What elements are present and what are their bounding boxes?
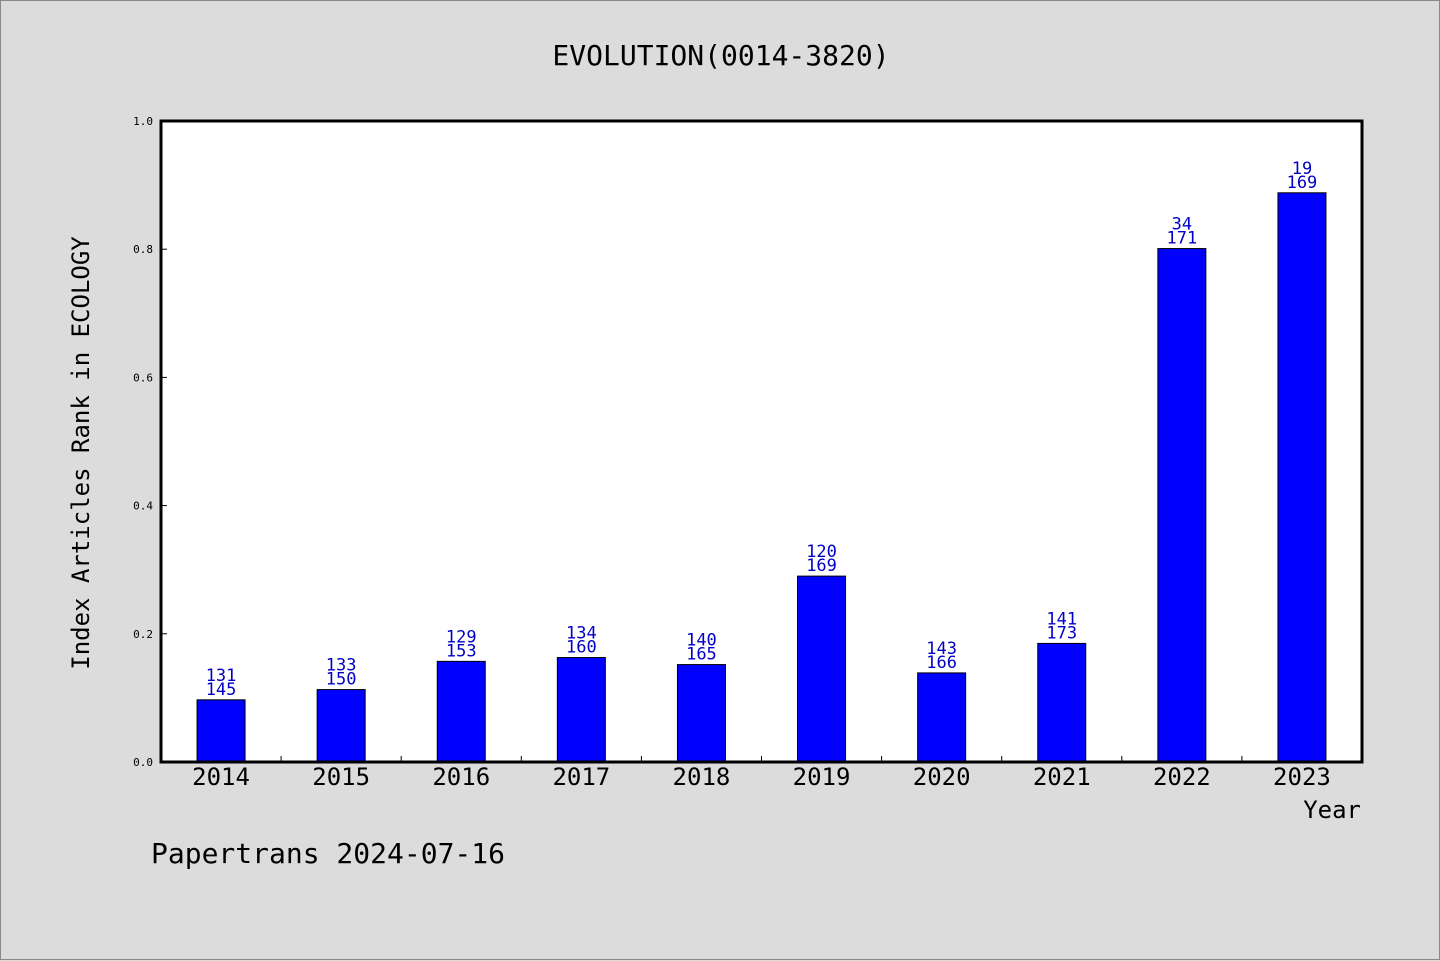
bar-2020 [917,672,967,763]
data-label-top: 129 [446,627,477,647]
data-label-bottom: 150 [326,670,357,690]
y-tick-label: 0.6 [133,371,153,384]
footer-text: Papertrans 2024-07-16 [151,837,505,870]
x-tick-label: 2018 [673,763,731,791]
data-label-top: 34 [1172,215,1192,235]
bar-2017 [556,657,606,763]
data-label-bottom: 166 [926,653,957,673]
y-tick-label: 0.4 [133,500,153,513]
y-tick-label: 0.8 [133,243,153,256]
y-tick-label: 0.0 [133,756,153,769]
plot-border [159,119,1364,764]
data-label-top: 133 [326,656,357,676]
data-label-bottom: 160 [566,638,597,658]
data-label-bottom: 153 [446,641,477,661]
data-label-top: 19 [1292,159,1312,179]
bar-2023 [1277,192,1327,763]
x-tick-label: 2020 [913,763,971,791]
x-tick-label: 2016 [432,763,490,791]
bar-2022 [1157,248,1207,763]
data-label-bottom: 145 [206,680,237,700]
data-label-top: 143 [926,639,957,659]
bar-2014 [196,699,246,763]
data-label-top: 131 [206,666,237,686]
data-label-bottom: 171 [1166,229,1197,249]
y-axis-label: Index Articles Rank in ECOLOGY [67,236,95,670]
chart-title: EVOLUTION(0014-3820) [552,39,889,72]
data-label-top: 140 [686,631,717,651]
bar-2021 [1037,642,1087,763]
bar-2016 [436,660,486,763]
data-label-bottom: 165 [686,645,717,665]
bar-2018 [676,664,726,763]
x-tick-label: 2017 [552,763,610,791]
x-tick-label: 2015 [312,763,370,791]
y-tick-label: 1.0 [133,115,153,128]
x-tick-label: 2014 [192,763,250,791]
data-label-bottom: 169 [806,556,837,576]
bar-2019 [797,575,847,763]
data-label-bottom: 169 [1287,173,1318,193]
data-label-top: 134 [566,624,597,644]
x-tick-label: 2022 [1153,763,1211,791]
data-label-bottom: 173 [1046,623,1077,643]
bar-2015 [316,689,366,763]
x-tick-label: 2023 [1273,763,1331,791]
data-label-top: 141 [1046,609,1077,629]
x-tick-label: 2021 [1033,763,1091,791]
y-tick-label: 0.2 [133,628,153,641]
data-label-top: 120 [806,542,837,562]
x-axis-label: Year [1303,796,1361,824]
x-tick-label: 2019 [793,763,851,791]
